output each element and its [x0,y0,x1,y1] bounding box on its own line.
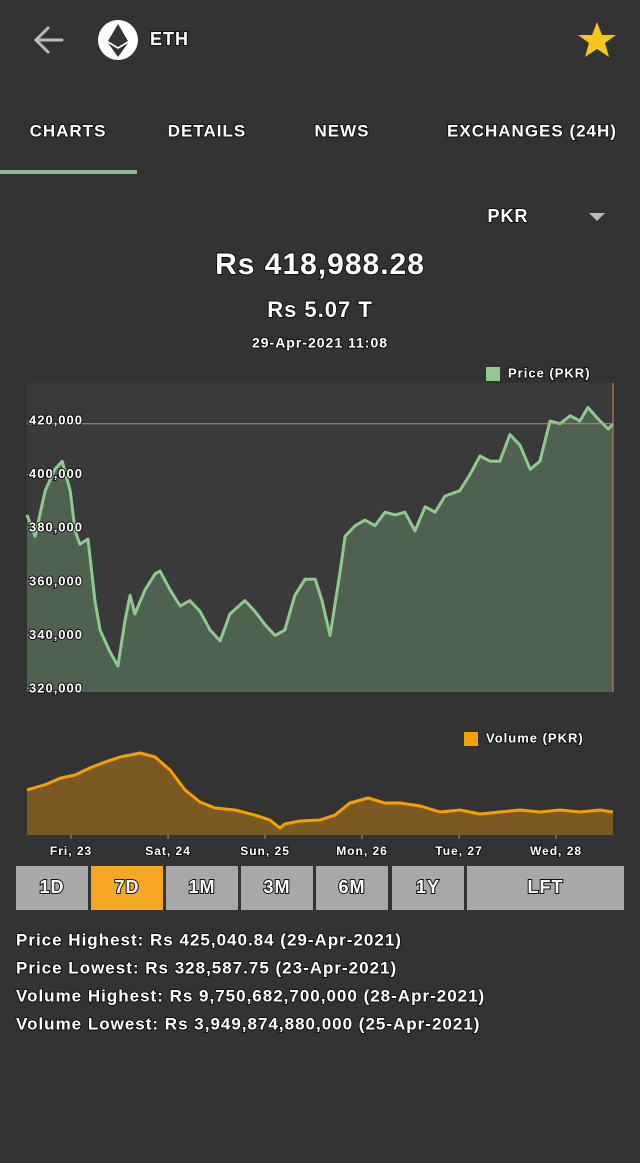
legend-swatch [464,732,478,746]
x-tick-label: Fri, 23 [50,844,92,858]
series-line [26,751,614,830]
y-tick-label: 340,000 [29,627,83,642]
range-button[interactable] [241,866,313,910]
x-tick-label: Tue, 27 [435,844,482,858]
range-button[interactable] [392,866,464,910]
tab[interactable]: CHARTS [29,120,107,141]
range-button[interactable] [91,866,163,910]
dropdown-arrow[interactable] [589,213,605,221]
range-label[interactable]: 7D [113,876,139,898]
range-label[interactable]: 1Y [415,876,440,898]
stat-line: Volume Highest: Rs 9,750,682,700,000 (28… [16,986,485,1005]
x-tick-label: Sun, 25 [240,844,290,858]
y-tick-label: 420,000 [29,412,83,427]
range-label[interactable]: 1M [187,876,215,898]
range-button[interactable] [16,866,88,910]
area-fill [27,407,613,692]
stat-line: Price Lowest: Rs 328,587.75 (23-Apr-2021… [16,958,397,977]
x-tick-label: Mon, 26 [336,844,388,858]
range-label[interactable]: 1D [38,876,64,898]
tab[interactable]: EXCHANGES (24H) [446,120,617,141]
stat-line: Volume Lowest: Rs 3,949,874,880,000 (25-… [16,1014,480,1033]
range-button[interactable] [316,866,388,910]
y-tick-label: 320,000 [29,680,83,695]
market-cap: Rs 5.07 T [267,297,373,322]
tab-bar: CHARTS DETAILS NEWS EXCHANGES (24H) [29,120,617,141]
back-button[interactable] [33,26,64,54]
y-tick-label: 360,000 [29,573,83,588]
area-fill [27,753,613,835]
y-tick-label: 380,000 [29,520,83,535]
currency-selector[interactable]: PKR [486,205,528,227]
eth-logo [108,24,128,57]
current-price: Rs 418,988.28 [215,248,425,281]
range-label[interactable]: 6M [337,876,365,898]
series-line [25,406,615,668]
range-label[interactable]: LFT [527,876,564,898]
favorite-star[interactable] [578,22,616,57]
stats: Price Highest: Rs 425,040.84 (29-Apr-202… [15,929,485,1034]
x-tick-label: Wed, 28 [530,844,582,858]
charts: Price (PKR) 320,000 340,000 360,000 380,000 4… [25,364,615,859]
range-button[interactable] [166,866,238,910]
timestamp: 29-Apr-2021 11:08 [252,335,388,351]
x-tick-label: Sat, 24 [145,844,191,858]
tab-indicator [0,170,137,174]
tab[interactable]: NEWS [314,120,370,141]
coin-title: ETH [150,29,189,49]
range-button[interactable] [467,866,624,910]
back-arrow[interactable] [33,26,64,54]
range-label[interactable]: 3M [262,876,290,898]
legend-label: Volume (PKR) [486,730,584,745]
range-buttons: 1D 7D 1M 3M 6M 1Y LFT [16,866,624,910]
legend-swatch [486,367,500,381]
stat-line: Price Highest: Rs 425,040.84 (29-Apr-202… [16,930,402,949]
tab[interactable]: DETAILS [167,120,246,141]
y-tick-label: 400,000 [29,466,83,481]
legend-label: Price (PKR) [508,365,591,380]
